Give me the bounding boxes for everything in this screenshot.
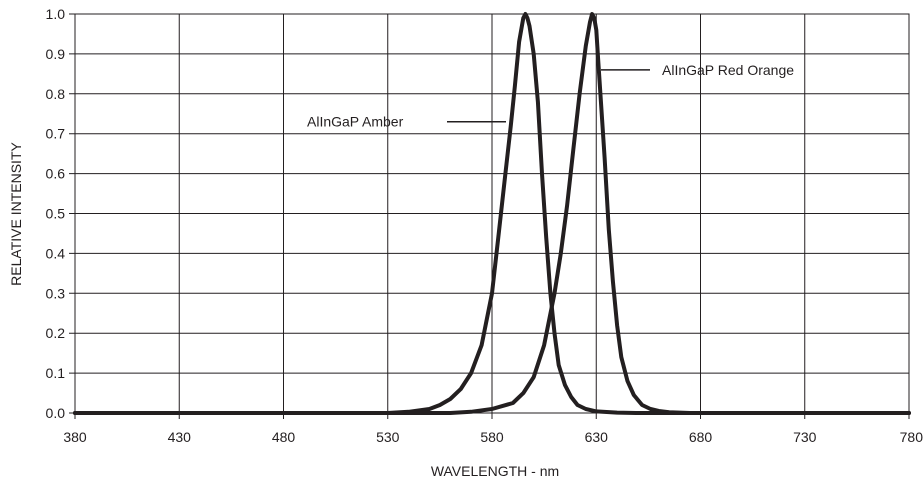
y-tick-label: 0.8 (46, 86, 66, 102)
y-axis-title: RELATIVE INTENSITY (8, 142, 24, 286)
y-tick-label: 0.2 (46, 325, 66, 341)
x-tick-label: 430 (168, 429, 192, 445)
y-tick-label: 0.7 (46, 126, 66, 142)
series-line-red-orange (73, 12, 911, 415)
grid (69, 13, 910, 419)
annotations: AlInGaP Amber AlInGaP Red Orange (307, 62, 794, 130)
y-tick-label: 0.9 (46, 46, 66, 62)
plot-frame (74, 13, 910, 414)
x-tick-label: 580 (480, 429, 504, 445)
y-tick-label: 0.3 (46, 285, 66, 301)
x-tick-label: 680 (689, 429, 713, 445)
x-tick-label: 630 (585, 429, 609, 445)
x-tick-label: 780 (900, 429, 924, 445)
x-tick-label: 530 (376, 429, 400, 445)
y-tick-label: 0.6 (46, 166, 66, 182)
series-layer (73, 12, 911, 415)
y-tick-label: 1.0 (46, 6, 66, 22)
annotation-red-orange: AlInGaP Red Orange (662, 62, 794, 78)
tick-labels: 0.0 0.1 0.2 0.3 0.4 0.5 0.6 0.7 0.8 0.9 1.0 380 430 4… (46, 6, 924, 445)
annotation-amber: AlInGaP Amber (307, 114, 404, 130)
y-tick-label: 0.4 (46, 245, 66, 261)
y-tick-label: 0.5 (46, 206, 66, 222)
x-tick-label: 380 (63, 429, 87, 445)
y-tick-label: 0.1 (46, 365, 66, 381)
x-tick-label: 730 (793, 429, 817, 445)
series-line-amber (73, 12, 911, 415)
y-tick-label: 0.0 (46, 405, 66, 421)
x-axis-title: WAVELENGTH - nm (431, 463, 559, 479)
x-tick-label: 480 (272, 429, 296, 445)
